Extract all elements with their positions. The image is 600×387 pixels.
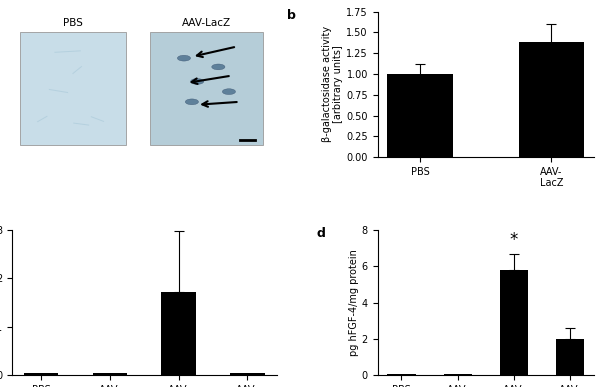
Ellipse shape [223,89,236,94]
Bar [161,292,196,375]
Bar [443,373,472,375]
Ellipse shape [191,79,204,84]
Text: *: * [509,231,518,249]
Bar [388,373,416,375]
Bar [24,373,58,375]
Bar [556,339,584,375]
Y-axis label: pg hFGF-4/mg protein: pg hFGF-4/mg protein [349,249,359,356]
Y-axis label: β-galactosidase activity
[arbitrary units]: β-galactosidase activity [arbitrary unit… [322,26,343,142]
Bar [149,32,263,146]
Ellipse shape [178,55,191,61]
Bar [230,373,265,375]
Text: b: b [287,9,296,22]
Bar [518,42,584,157]
Bar [20,32,126,146]
Ellipse shape [212,64,225,70]
Text: d: d [317,227,326,240]
Text: AAV-LacZ: AAV-LacZ [182,18,231,28]
Bar [500,270,528,375]
Bar [93,373,127,375]
Bar [388,74,453,157]
Ellipse shape [185,99,199,105]
Text: PBS: PBS [63,18,83,28]
